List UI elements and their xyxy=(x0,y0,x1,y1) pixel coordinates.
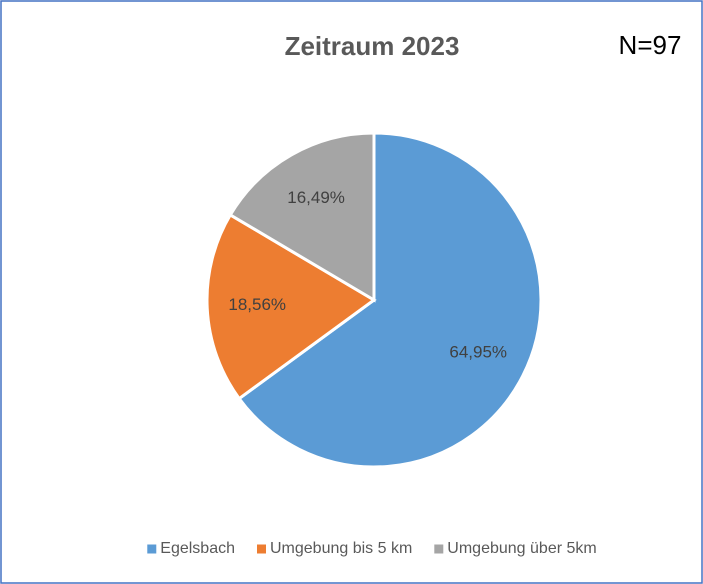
pie-slice xyxy=(205,212,377,401)
legend-swatch xyxy=(434,544,444,554)
legend-label: Egelsbach xyxy=(160,540,235,557)
legend: Egelsbach Umgebung bis 5 km Umgebung über … xyxy=(147,540,597,557)
data-label: 16,49% xyxy=(287,188,345,207)
data-label: 18,56% xyxy=(228,295,286,314)
data-label: 64,95% xyxy=(449,342,507,361)
chart-title: Zeitraum 2023 xyxy=(285,31,460,61)
legend-label: Umgebung bis 5 km xyxy=(270,540,412,557)
pie-slice xyxy=(237,131,543,469)
pie-slice xyxy=(228,131,376,303)
legend-swatch xyxy=(257,544,266,554)
annotation: N=97 xyxy=(619,30,682,60)
legend-swatch xyxy=(147,544,157,554)
legend-label: Umgebung über 5km xyxy=(447,540,596,557)
